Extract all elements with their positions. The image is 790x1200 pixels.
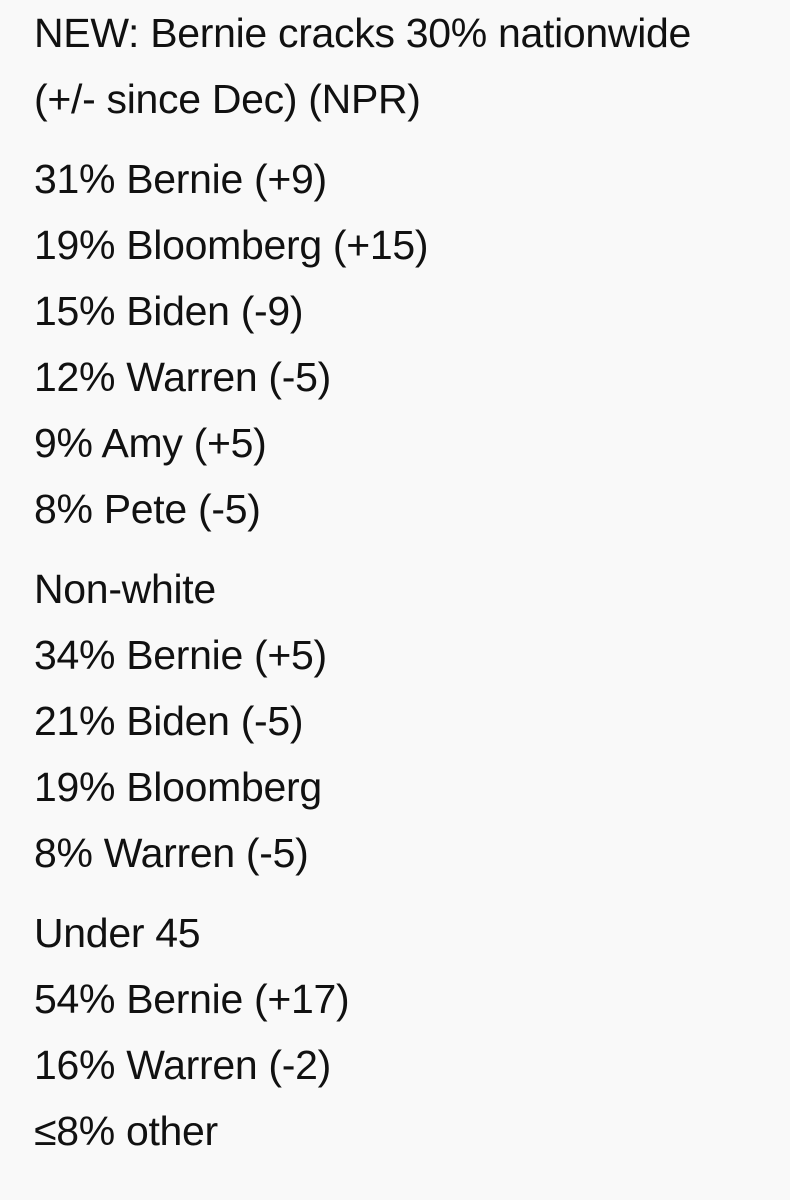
poll-line: 8% Warren (-5) [34,830,309,876]
section-title: Under 45 [34,910,201,956]
poll-line: 54% Bernie (+17) [34,976,350,1022]
poll-line: 8% Pete (-5) [34,486,261,532]
header-line: (+/- since Dec) (NPR) [34,76,421,122]
poll-line: 19% Bloomberg (+15) [34,222,429,268]
poll-line: ≤8% other [34,1108,218,1154]
poll-line: 34% Bernie (+5) [34,632,327,678]
poll-line: 12% Warren (-5) [34,354,331,400]
section: 31% Bernie (+9) 19% Bloomberg (+15) 15% Bi… [34,146,790,542]
poll-line: 9% Amy (+5) [34,420,267,466]
header: NEW: Bernie cracks 30% nationwide (+/- s… [34,0,790,132]
section-title: Non-white [34,566,216,612]
section: Under 45 54% Bernie (+17) 16% Warren (-2) ≤… [34,900,790,1164]
poll-line: 16% Warren (-2) [34,1042,331,1088]
poll-line: 19% Bloomberg [34,764,322,810]
poll-line: 21% Biden (-5) [34,698,304,744]
header-line: NEW: Bernie cracks 30% nationwide [34,10,692,56]
section: Non-white 34% Bernie (+5) 21% Biden (-5) 19… [34,556,790,886]
poll-line: 15% Biden (-9) [34,288,304,334]
poll-line: 31% Bernie (+9) [34,156,327,202]
